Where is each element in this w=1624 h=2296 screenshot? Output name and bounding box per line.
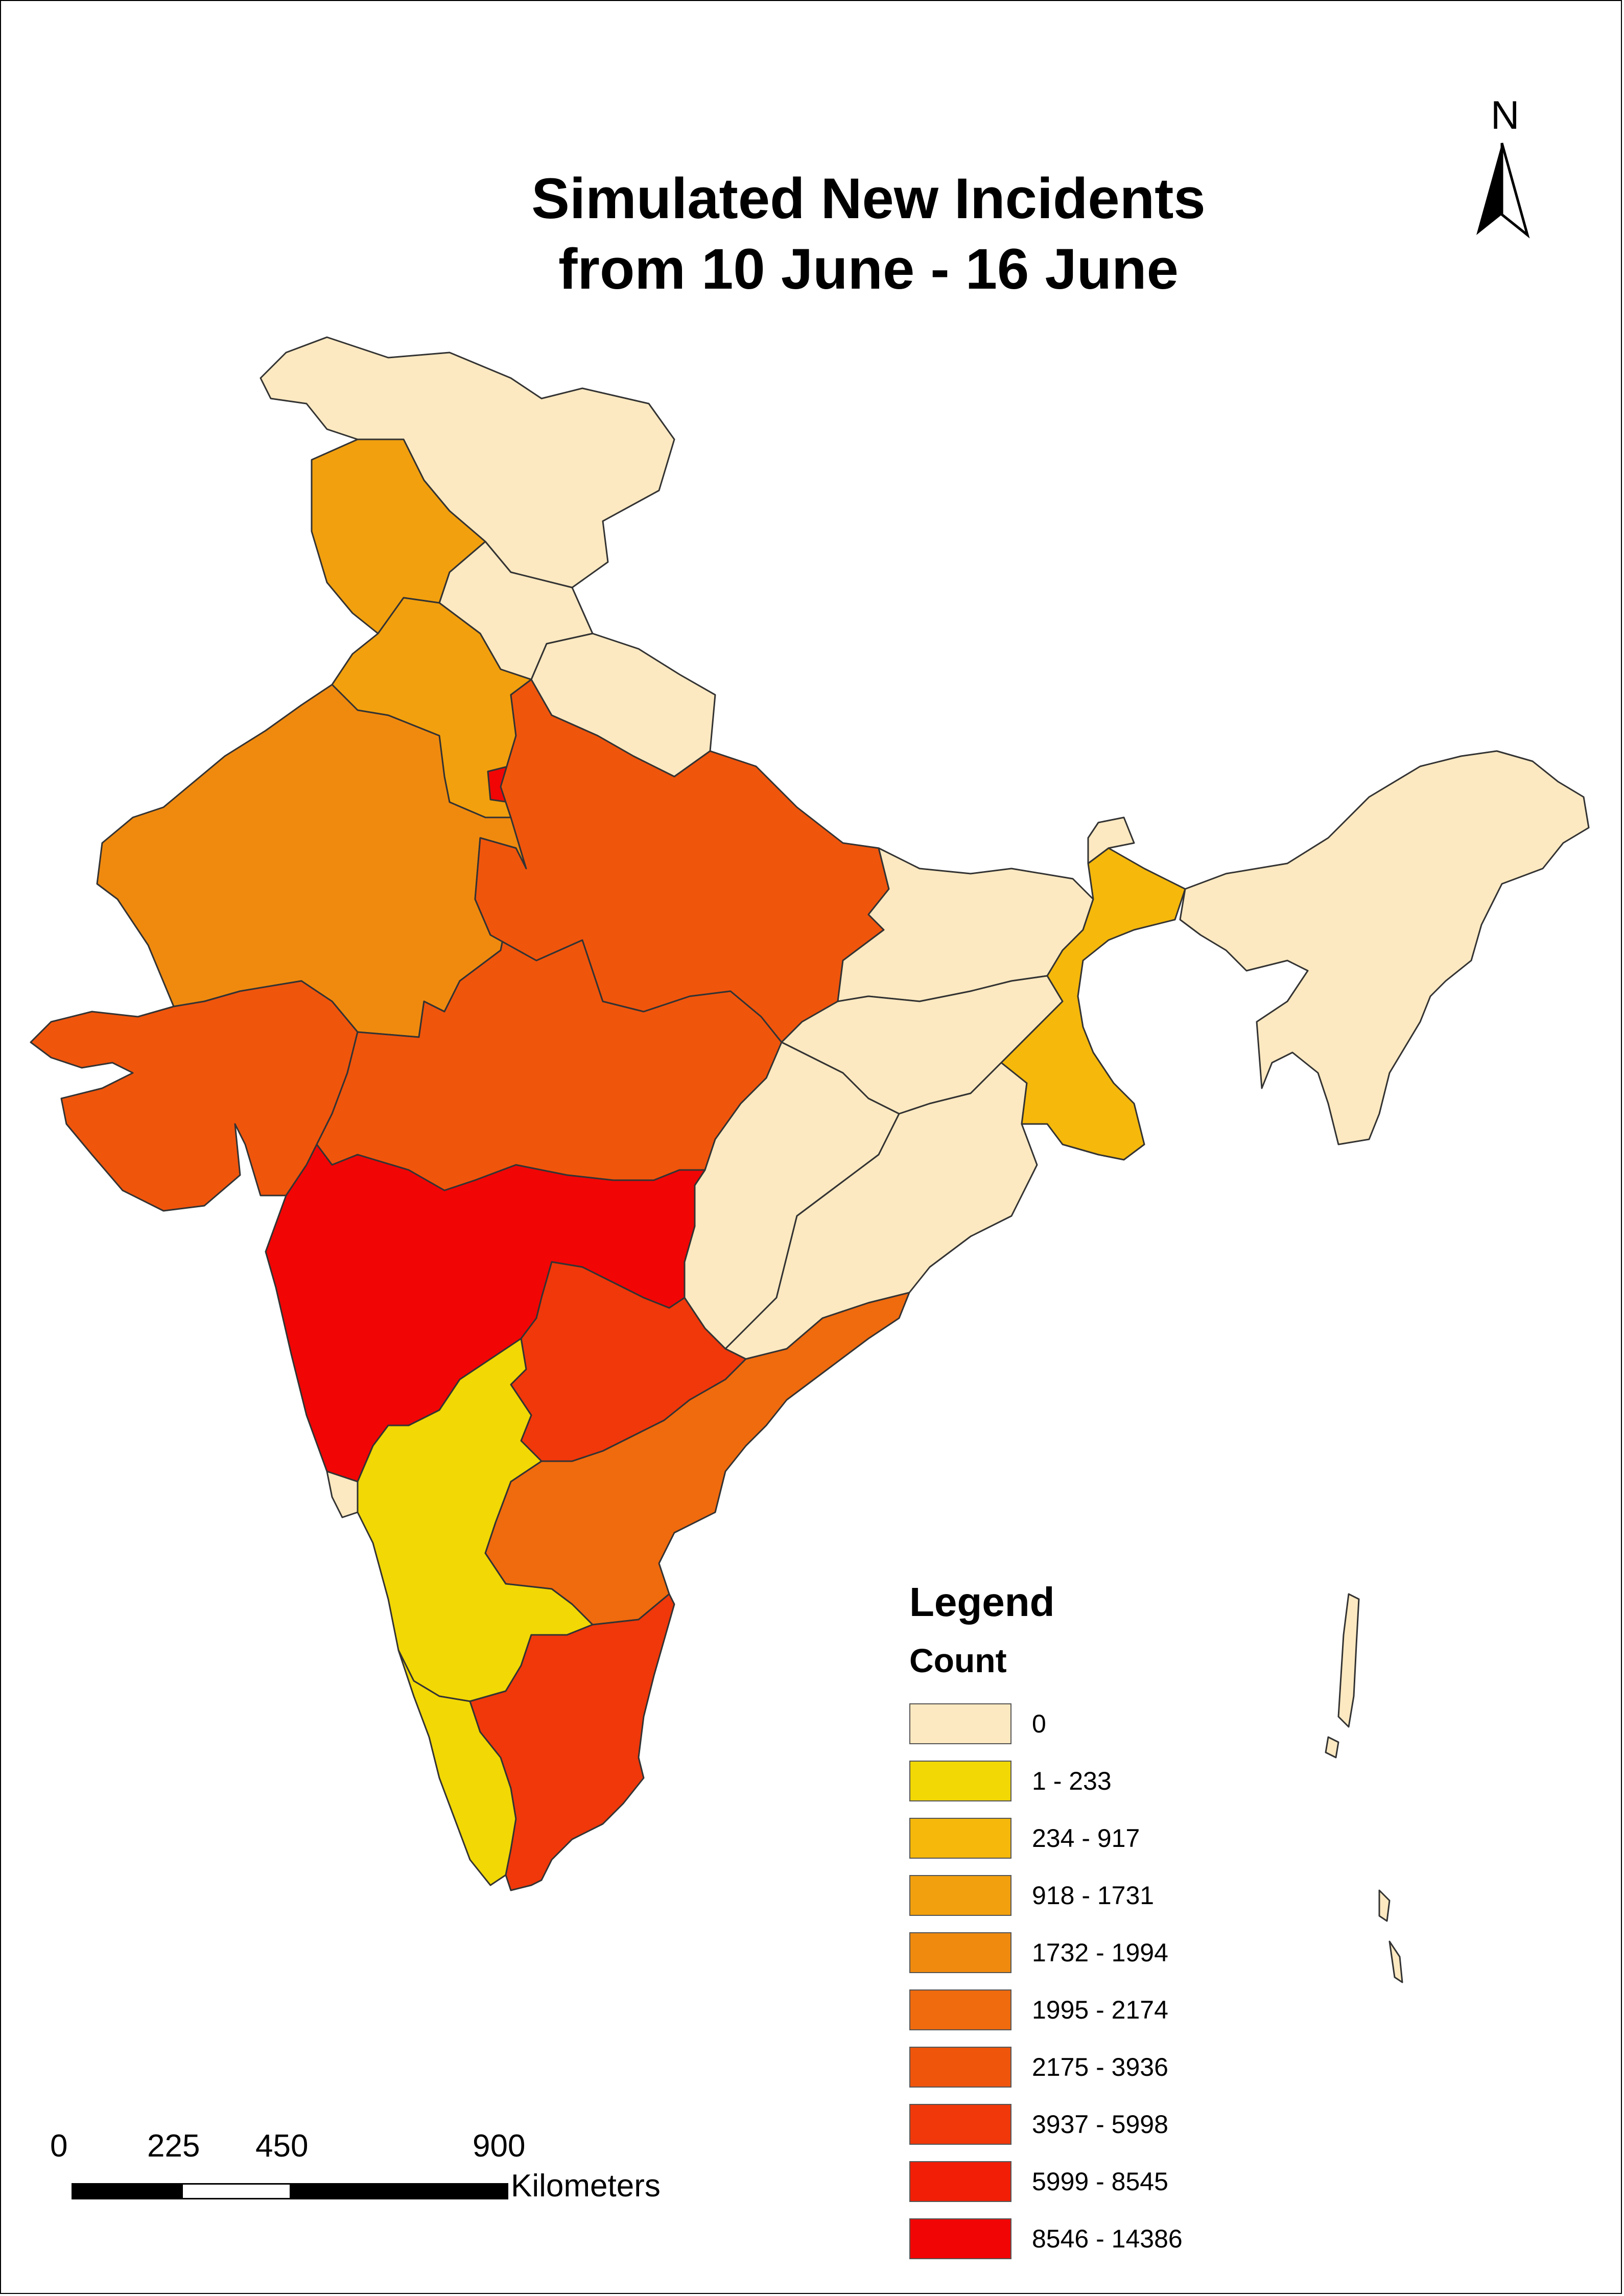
legend-label: 8546 - 14386 bbox=[1032, 2224, 1183, 2253]
region-jammu-kashmir bbox=[260, 336, 675, 589]
title-line-2: from 10 June - 16 June bbox=[558, 237, 1179, 301]
legend-item: 234 - 917 bbox=[909, 1810, 1267, 1867]
title-line-1: Simulated New Incidents bbox=[531, 167, 1206, 230]
legend-item: 5999 - 8545 bbox=[909, 2153, 1267, 2210]
legend-swatch bbox=[909, 1703, 1011, 1744]
legend-label: 1732 - 1994 bbox=[1032, 1938, 1168, 1967]
legend-swatch bbox=[909, 1818, 1011, 1859]
legend-label: 5999 - 8545 bbox=[1032, 2167, 1168, 2196]
legend-label: 234 - 917 bbox=[1032, 1824, 1140, 1853]
legend-swatch bbox=[909, 1932, 1011, 1973]
scale-tick-450: 450 bbox=[255, 2128, 309, 2164]
north-arrow: N bbox=[1471, 92, 1543, 245]
legend-label: 3937 - 5998 bbox=[1032, 2110, 1168, 2139]
legend-item: 3937 - 5998 bbox=[909, 2096, 1267, 2153]
scale-tick-0: 0 bbox=[50, 2128, 68, 2164]
legend-swatch bbox=[909, 1875, 1011, 1916]
legend-swatch bbox=[909, 1761, 1011, 1801]
region-andaman-nicobar bbox=[1325, 1593, 1403, 1983]
legend-item: 918 - 1731 bbox=[909, 1867, 1267, 1924]
scale-tick-225: 225 bbox=[147, 2128, 200, 2164]
legend-label: 2175 - 3936 bbox=[1032, 2053, 1168, 2081]
legend-swatch bbox=[909, 2104, 1011, 2145]
region-west-bengal bbox=[1000, 847, 1186, 1161]
legend-item: 1995 - 2174 bbox=[909, 1981, 1267, 2039]
legend-swatch bbox=[909, 2047, 1011, 2088]
scale-bar: 0 225 450 900 Kilometers bbox=[50, 2128, 720, 2210]
legend: Legend Count 0 1 - 233 234 - 917 918 - 1731… bbox=[909, 1579, 1267, 2267]
north-label: N bbox=[1491, 92, 1520, 137]
legend-item: 2175 - 3936 bbox=[909, 2039, 1267, 2096]
region-tamil-nadu bbox=[469, 1593, 675, 1891]
map-title: Simulated New Incidents from 10 June - 1… bbox=[434, 163, 1303, 304]
legend-swatch bbox=[909, 2161, 1011, 2202]
legend-swatch bbox=[909, 2218, 1011, 2259]
legend-label: 1 - 233 bbox=[1032, 1767, 1112, 1795]
scale-tick-900: 900 bbox=[473, 2128, 526, 2164]
region-gujarat bbox=[30, 980, 359, 1212]
scale-segment-1 bbox=[72, 2183, 181, 2199]
legend-item: 1 - 233 bbox=[909, 1752, 1267, 1810]
legend-swatch bbox=[909, 1989, 1011, 2030]
legend-subtitle: Count bbox=[909, 1642, 1007, 1679]
region-goa bbox=[326, 1470, 359, 1518]
legend-item: 0 bbox=[909, 1695, 1267, 1752]
legend-label: 918 - 1731 bbox=[1032, 1881, 1155, 1910]
scale-units: Kilometers bbox=[511, 2168, 661, 2204]
legend-item: 8546 - 14386 bbox=[909, 2210, 1267, 2267]
legend-label: 0 bbox=[1032, 1709, 1046, 1738]
legend-label: 1995 - 2174 bbox=[1032, 1996, 1168, 2024]
region-northeast bbox=[1179, 750, 1590, 1145]
legend-title: Legend bbox=[909, 1579, 1055, 1625]
north-arrow-icon bbox=[1476, 143, 1530, 239]
scale-segment-2 bbox=[181, 2183, 291, 2199]
scale-segment-3 bbox=[291, 2183, 508, 2199]
region-sikkim bbox=[1087, 816, 1135, 864]
legend-item: 1732 - 1994 bbox=[909, 1924, 1267, 1981]
